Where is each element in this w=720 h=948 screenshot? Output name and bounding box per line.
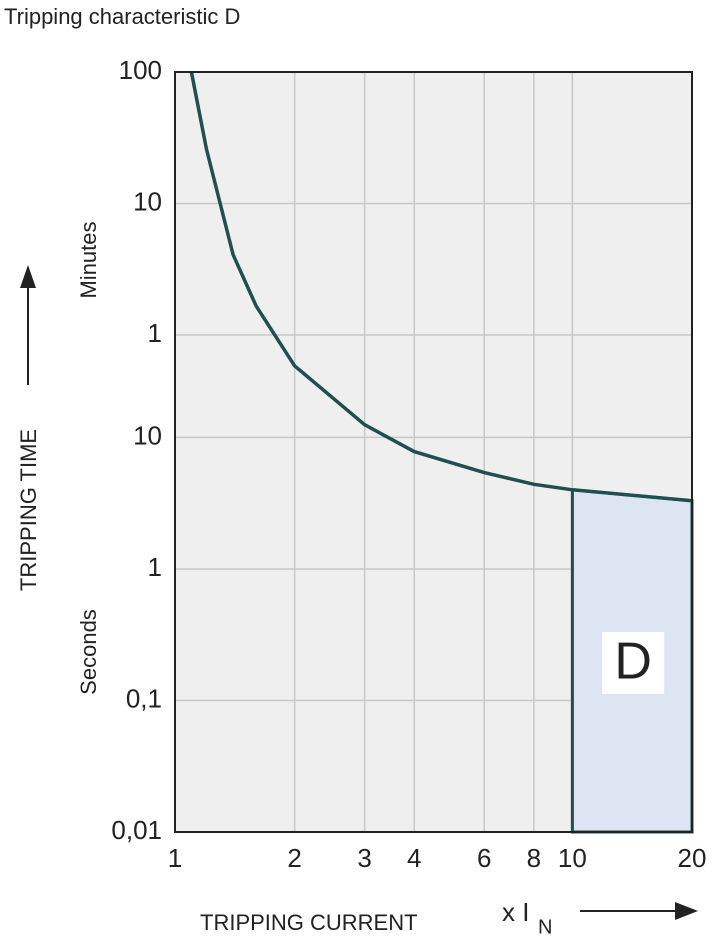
y-tick-label: 0,01 xyxy=(111,815,162,845)
x-tick-label: 4 xyxy=(407,843,421,873)
x-arrow-head xyxy=(675,902,698,920)
y-tick-label: 1 xyxy=(148,552,162,582)
y-tick-label: 100 xyxy=(119,55,162,85)
x-tick-label: 8 xyxy=(527,843,541,873)
y-tick-label: 10 xyxy=(133,420,162,450)
x-axis-label: TRIPPING CURRENT xyxy=(200,910,418,935)
region-label: D xyxy=(614,633,652,691)
x-tick-label: 3 xyxy=(357,843,371,873)
y-tick-label: 1 xyxy=(148,318,162,348)
x-unit: x I xyxy=(502,897,529,927)
plot-frame xyxy=(174,71,693,833)
chart-title: Tripping characteristic D xyxy=(4,4,240,29)
marks: D xyxy=(189,71,694,834)
seconds-label: Seconds xyxy=(76,609,101,695)
x-tick-label: 2 xyxy=(287,843,301,873)
y-axis-label: TRIPPING TIME xyxy=(16,429,41,591)
region-label-box xyxy=(602,632,665,694)
x-tick-label: 1 xyxy=(168,843,182,873)
x-tick-label: 6 xyxy=(477,843,491,873)
x-tick-label: 20 xyxy=(678,843,707,873)
y-tick-label: 10 xyxy=(133,186,162,216)
curve xyxy=(189,71,693,503)
minutes-label: Minutes xyxy=(76,221,101,298)
x-unit-sub: N xyxy=(538,916,552,938)
y-tick-label: 0,1 xyxy=(126,683,162,713)
y-arrow-head xyxy=(20,265,36,288)
x-tick-label: 10 xyxy=(558,843,587,873)
